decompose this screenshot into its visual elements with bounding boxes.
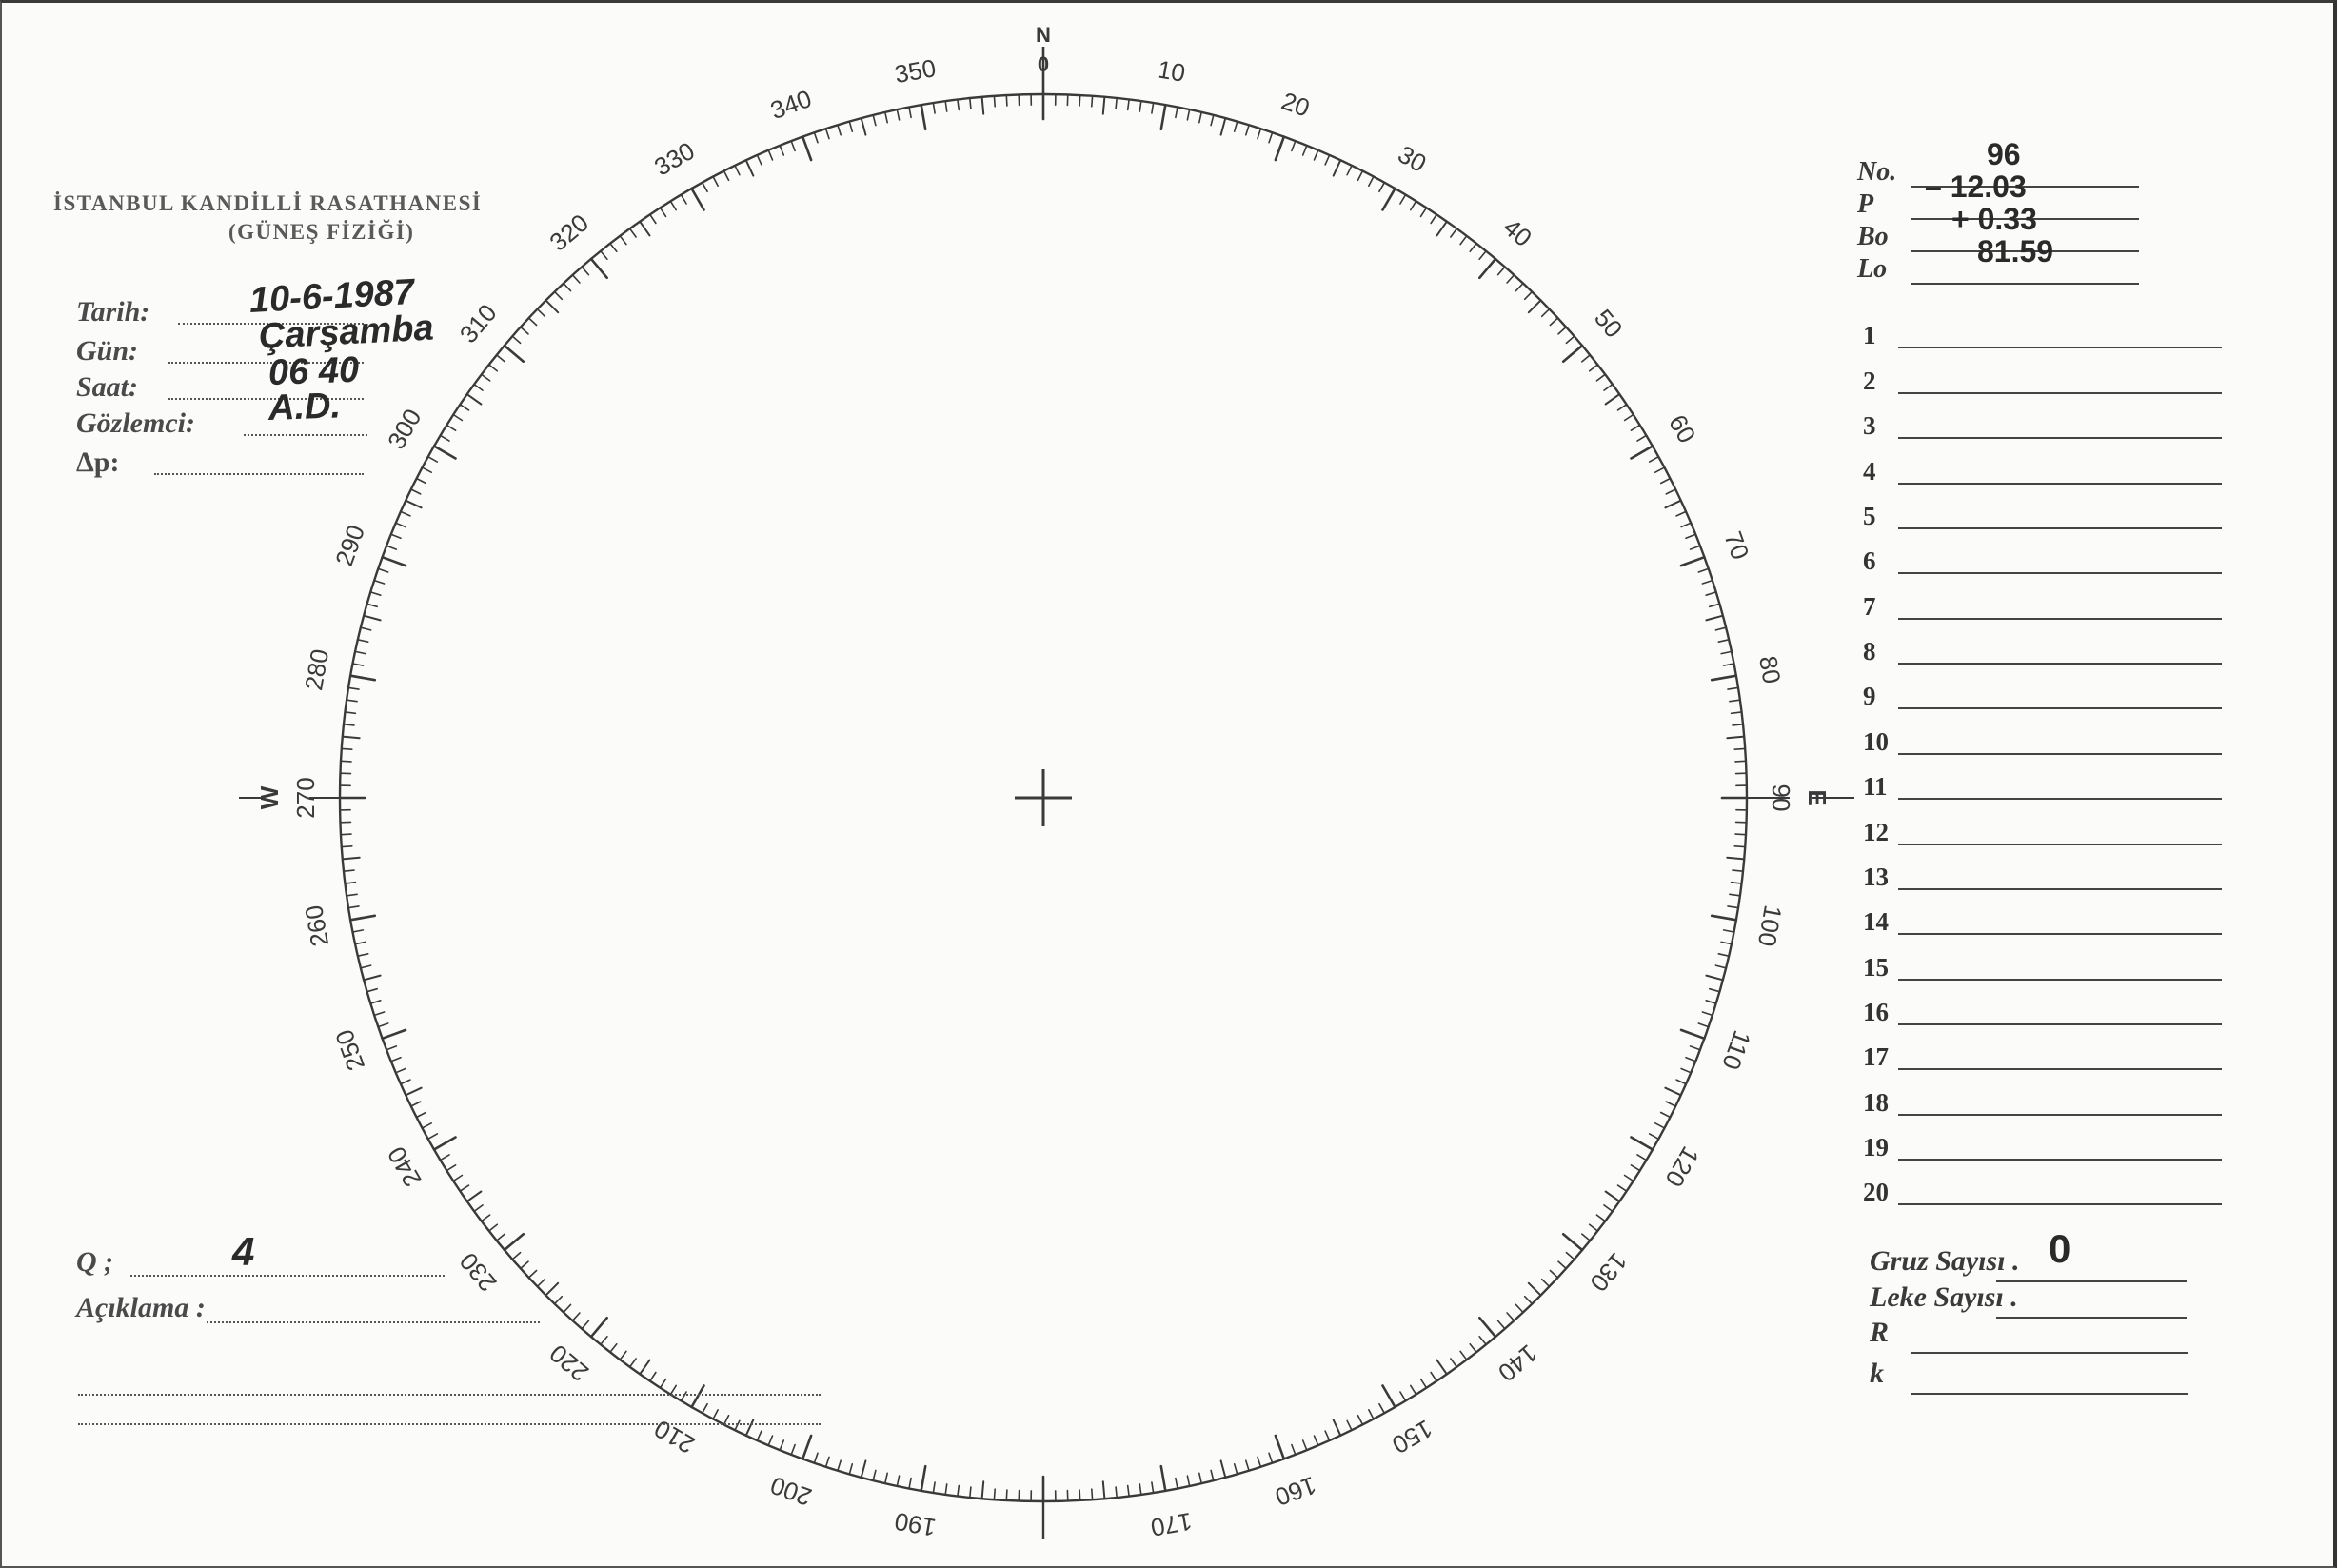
svg-text:10: 10: [1156, 54, 1188, 88]
svg-text:130: 130: [1584, 1247, 1633, 1298]
svg-text:290: 290: [329, 521, 370, 569]
svg-text:50: 50: [1589, 304, 1629, 343]
svg-text:30: 30: [1394, 140, 1432, 178]
svg-text:40: 40: [1498, 212, 1537, 252]
svg-text:60: 60: [1663, 409, 1701, 447]
svg-text:240: 240: [382, 1141, 427, 1192]
svg-text:100: 100: [1753, 903, 1788, 949]
svg-text:340: 340: [766, 84, 815, 125]
svg-text:N: N: [1036, 23, 1051, 47]
svg-text:350: 350: [892, 53, 938, 89]
svg-text:220: 220: [544, 1339, 594, 1387]
svg-text:150: 150: [1387, 1414, 1437, 1459]
svg-text:170: 170: [1149, 1507, 1195, 1542]
svg-text:20: 20: [1277, 87, 1313, 123]
svg-text:80: 80: [1753, 654, 1787, 686]
svg-text:190: 190: [892, 1507, 938, 1542]
svg-text:160: 160: [1272, 1471, 1320, 1512]
svg-text:230: 230: [454, 1247, 503, 1298]
svg-text:70: 70: [1718, 527, 1754, 563]
svg-text:330: 330: [649, 136, 700, 182]
svg-text:250: 250: [329, 1026, 370, 1075]
svg-text:300: 300: [382, 404, 427, 454]
svg-text:260: 260: [299, 903, 334, 949]
svg-text:320: 320: [544, 208, 594, 257]
svg-text:110: 110: [1716, 1027, 1756, 1074]
svg-text:310: 310: [454, 298, 503, 348]
svg-text:200: 200: [766, 1471, 815, 1512]
svg-text:210: 210: [649, 1414, 700, 1459]
svg-text:140: 140: [1493, 1339, 1543, 1387]
svg-text:280: 280: [299, 646, 334, 692]
svg-text:120: 120: [1659, 1141, 1705, 1192]
